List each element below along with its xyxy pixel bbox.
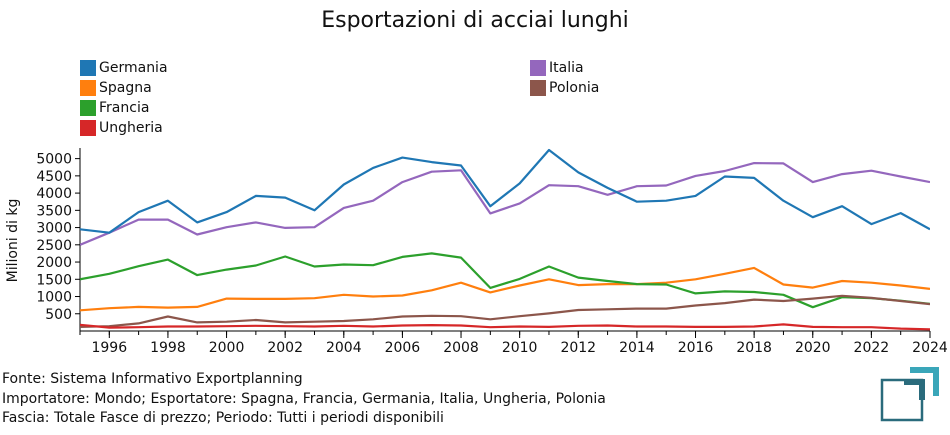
y-tick-label: 2500	[36, 238, 72, 254]
legend-swatch	[80, 80, 96, 96]
x-tick-label: 2008	[443, 340, 479, 356]
x-tick-label: 2014	[619, 340, 655, 356]
x-tick-label: 2012	[560, 340, 596, 356]
footer-source: Fonte: Sistema Informativo Exportplannin…	[2, 371, 303, 387]
legend-swatch	[80, 120, 96, 136]
exportplanning-logo-icon	[880, 367, 939, 422]
legend-swatch	[530, 80, 546, 96]
series-line-francia	[80, 252, 930, 309]
legend-label: Ungheria	[99, 120, 163, 136]
legend-label: Germania	[99, 60, 168, 76]
y-tick-label: 1000	[36, 290, 72, 306]
legend-swatch	[530, 60, 546, 76]
legend-swatch	[80, 100, 96, 116]
x-tick-label: 2018	[736, 340, 772, 356]
x-tick-label: 1996	[91, 340, 127, 356]
y-tick-label: 5000	[36, 152, 72, 168]
legend-label: Spagna	[99, 80, 152, 96]
x-tick-label: 2024	[912, 340, 948, 356]
x-tick-label: 2004	[326, 340, 362, 356]
y-tick-label: 1500	[36, 272, 72, 288]
source-footer: Fonte: Sistema Informativo Exportplannin…	[2, 370, 606, 429]
line-chart: 5001000150020002500300035004000450050001…	[5, 148, 948, 356]
x-tick-label: 2002	[267, 340, 303, 356]
series-line-germania	[80, 148, 930, 234]
series-line-italia	[80, 162, 930, 246]
chart-title: Esportazioni di acciai lunghi	[321, 8, 629, 33]
footer-filters: Importatore: Mondo; Esportatore: Spagna,…	[2, 390, 606, 407]
legend-item-spagna: Spagna	[80, 80, 152, 96]
footer-period: Fascia: Totale Fasce di prezzo; Periodo:…	[2, 410, 444, 426]
y-axis-label: Milioni di kg	[5, 199, 21, 283]
x-tick-label: 2020	[795, 340, 831, 356]
x-tick-label: 1998	[150, 340, 186, 356]
legend-label: Polonia	[549, 80, 600, 96]
legend-label: Francia	[99, 100, 150, 116]
series-line-spagna	[80, 266, 930, 312]
legend-item-germania: Germania	[80, 60, 168, 76]
legend: Germania Spagna Francia Ungheria Italia Polon…	[0, 0, 950, 140]
legend-label: Italia	[549, 60, 584, 76]
legend-item-polonia: Polonia	[530, 80, 599, 96]
series-line-ungheria	[80, 323, 930, 331]
legend-item-ungheria: Ungheria	[80, 120, 163, 136]
y-tick-label: 4500	[36, 169, 72, 185]
y-tick-label: 2000	[36, 255, 72, 271]
series-line-polonia	[80, 294, 930, 328]
x-tick-label: 2006	[385, 340, 421, 356]
y-tick-label: 3500	[36, 203, 72, 219]
y-tick-label: 3000	[36, 221, 72, 237]
x-tick-label: 2016	[678, 340, 714, 356]
legend-swatch	[80, 60, 96, 76]
y-tick-label: 4000	[36, 186, 72, 202]
x-tick-label: 2000	[209, 340, 245, 356]
legend-item-francia: Francia	[80, 100, 149, 116]
x-tick-label: 2022	[854, 340, 890, 356]
y-tick-label: 500	[45, 307, 72, 323]
legend-item-italia: Italia	[530, 60, 584, 76]
x-tick-label: 2010	[502, 340, 538, 356]
